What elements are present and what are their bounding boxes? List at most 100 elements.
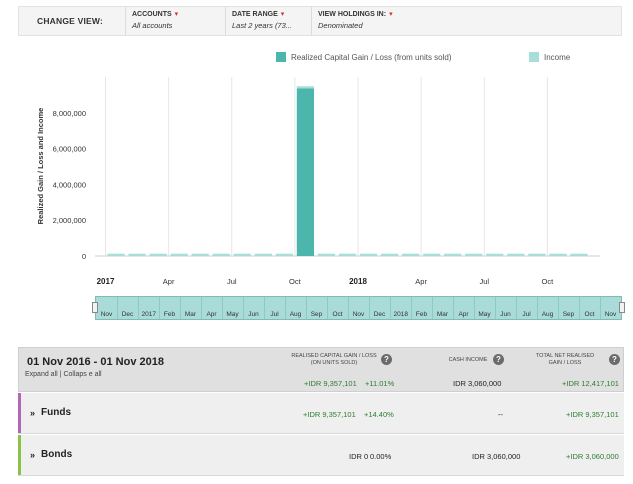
bar-income[interactable] bbox=[275, 253, 294, 256]
legend-item-realized[interactable]: Realized Capital Gain / Loss (from units… bbox=[276, 52, 452, 62]
summary-total-value: +IDR 12,417,101 bbox=[562, 379, 619, 388]
row-accent bbox=[18, 435, 21, 475]
table-row-bonds[interactable]: » Bonds IDR 0 0.00% IDR 3,060,000 +IDR 3,… bbox=[18, 435, 624, 476]
bar-income[interactable] bbox=[107, 253, 125, 256]
accounts-filter[interactable]: ACCOUNTS ▾ All accounts bbox=[125, 7, 225, 35]
y-tick-label: 8,000,000 bbox=[53, 109, 86, 118]
expand-all-link[interactable]: Expand all bbox=[25, 371, 58, 378]
navigator-label: Feb bbox=[163, 311, 176, 318]
bar-income[interactable] bbox=[528, 253, 546, 256]
navigator-label: Dec bbox=[121, 311, 134, 318]
navigator-label: Jul bbox=[270, 311, 279, 318]
row-realised-value: IDR 0 bbox=[349, 452, 369, 461]
bar-income[interactable] bbox=[401, 253, 420, 256]
period-title: 01 Nov 2016 - 01 Nov 2018 bbox=[27, 356, 164, 368]
navigator-label: Apr bbox=[206, 311, 217, 318]
view-holdings-filter-value: Denominated bbox=[318, 21, 363, 30]
summary-realised-value: +IDR 9,357,101 bbox=[304, 379, 357, 388]
expand-chevron-icon[interactable]: » bbox=[30, 449, 36, 460]
change-view-bar: CHANGE VIEW: ACCOUNTS ▾ All accounts DATE… bbox=[18, 6, 622, 36]
summary-cash-value: IDR 3,060,000 bbox=[453, 379, 502, 388]
navigator-divider bbox=[516, 297, 517, 319]
range-navigator[interactable] bbox=[95, 296, 622, 320]
x-tick-label: Oct bbox=[542, 277, 555, 286]
navigator-label: Dec bbox=[373, 311, 386, 318]
navigator-divider bbox=[264, 297, 265, 319]
view-holdings-filter[interactable]: VIEW HOLDINGS IN: ▾ Denominated bbox=[311, 7, 407, 35]
help-icon[interactable]: ? bbox=[381, 354, 392, 365]
bar-income[interactable] bbox=[338, 253, 357, 256]
navigator-label: May bbox=[226, 311, 239, 318]
bar-income[interactable] bbox=[149, 253, 167, 256]
navigator-handle-right[interactable] bbox=[619, 302, 625, 313]
bar-income[interactable] bbox=[212, 253, 230, 256]
navigator-label: Jun bbox=[500, 311, 511, 318]
navigator-label: Mar bbox=[436, 311, 449, 318]
bar-income[interactable] bbox=[486, 253, 504, 256]
x-tick-label: Apr bbox=[163, 277, 175, 286]
view-holdings-filter-label: VIEW HOLDINGS IN: bbox=[318, 11, 387, 18]
row-accent bbox=[18, 393, 21, 433]
row-cash-value: IDR 3,060,000 bbox=[472, 452, 521, 461]
navigator-divider bbox=[159, 297, 160, 319]
bar-income[interactable] bbox=[128, 253, 146, 256]
date-range-filter-value: Last 2 years (73... bbox=[232, 21, 293, 30]
row-total-value: +IDR 3,060,000 bbox=[566, 452, 619, 461]
navigator-divider bbox=[537, 297, 538, 319]
bar-income[interactable] bbox=[549, 253, 567, 256]
bar-income[interactable] bbox=[380, 253, 399, 256]
bar-income[interactable] bbox=[191, 253, 209, 256]
bar-income[interactable] bbox=[570, 253, 588, 256]
collapse-all-link[interactable]: Collaps e all bbox=[63, 371, 102, 378]
navigator-label: Mar bbox=[184, 311, 197, 318]
row-label: Bonds bbox=[41, 449, 73, 460]
navigator-label: Feb bbox=[415, 311, 428, 318]
change-view-title: CHANGE VIEW: bbox=[37, 16, 103, 26]
table-row-funds[interactable]: » Funds +IDR 9,357,101 +14.40% -- +IDR 9,… bbox=[18, 393, 624, 434]
bar-income[interactable] bbox=[423, 253, 441, 256]
x-tick-label: 2018 bbox=[349, 277, 367, 286]
bar-income[interactable] bbox=[254, 253, 272, 256]
navigator-divider bbox=[201, 297, 202, 319]
navigator-label: Nov bbox=[100, 311, 113, 318]
col-header-total: TOTAL NET REALISED GAIN / LOSS bbox=[535, 353, 595, 366]
bar-income[interactable] bbox=[507, 253, 525, 256]
row-total-value: +IDR 9,357,101 bbox=[566, 410, 619, 419]
chevron-down-icon: ▾ bbox=[389, 10, 393, 18]
x-tick-label: Jul bbox=[479, 277, 489, 286]
date-range-filter[interactable]: DATE RANGE ▾ Last 2 years (73... bbox=[225, 7, 311, 35]
navigator-divider bbox=[390, 297, 391, 319]
chart-grid bbox=[95, 77, 600, 257]
summary-realised-pct: +11.01% bbox=[365, 379, 395, 388]
navigator-divider bbox=[474, 297, 475, 319]
y-tick-label: 6,000,000 bbox=[53, 145, 86, 154]
chart-bars bbox=[107, 86, 588, 256]
expand-chevron-icon[interactable]: » bbox=[30, 407, 36, 418]
bar-income[interactable] bbox=[233, 253, 251, 256]
navigator-divider bbox=[432, 297, 433, 319]
navigator-label: Oct bbox=[584, 311, 595, 318]
bar-realized[interactable] bbox=[296, 88, 315, 256]
bar-income[interactable] bbox=[359, 253, 378, 256]
help-icon[interactable]: ? bbox=[609, 354, 620, 365]
legend-label-realized: Realized Capital Gain / Loss (from units… bbox=[291, 52, 452, 62]
bar-income[interactable] bbox=[444, 253, 462, 256]
legend-item-income[interactable]: Income bbox=[529, 52, 570, 62]
navigator-divider bbox=[411, 297, 412, 319]
legend-swatch-realized bbox=[276, 52, 286, 62]
legend-label-income: Income bbox=[544, 52, 571, 62]
navigator-label: 2018 bbox=[393, 311, 408, 318]
navigator-handle-left[interactable] bbox=[92, 302, 98, 313]
help-icon[interactable]: ? bbox=[493, 354, 504, 365]
bar-income[interactable] bbox=[296, 86, 315, 89]
navigator-label: May bbox=[478, 311, 491, 318]
navigator-label: Aug bbox=[541, 311, 554, 318]
bar-income[interactable] bbox=[317, 253, 336, 256]
accounts-filter-value: All accounts bbox=[132, 21, 173, 30]
bar-income[interactable] bbox=[465, 253, 483, 256]
bar-income[interactable] bbox=[170, 253, 188, 256]
navigator-label: Nov bbox=[352, 311, 365, 318]
chevron-down-icon: ▾ bbox=[280, 10, 285, 18]
navigator-label: Sep bbox=[562, 311, 575, 318]
